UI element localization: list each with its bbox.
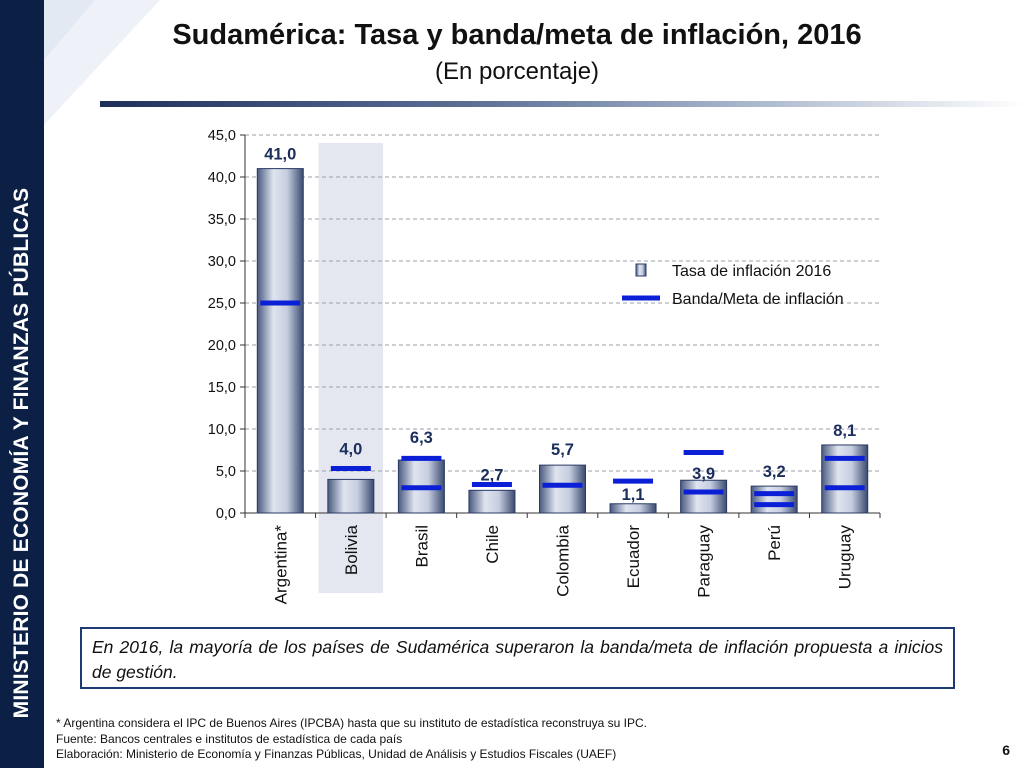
y-tick-label: 30,0 (208, 254, 236, 270)
bar-uruguay (821, 444, 869, 514)
bar-paraguay (680, 479, 728, 514)
legend-swatch-bar (635, 263, 647, 277)
bar-bolivia (327, 478, 375, 514)
page-number: 6 (1002, 742, 1010, 758)
x-label-paraguay: Paraguay (695, 525, 714, 598)
data-label-ecuador: 1,1 (622, 486, 645, 504)
y-tick-label: 40,0 (208, 170, 236, 186)
data-label-peru: 3,2 (763, 463, 786, 481)
footnote-argentina: * Argentina considera el IPC de Buenos A… (56, 716, 647, 730)
legend-label-marker: Banda/Meta de inflación (672, 291, 844, 308)
x-label-peru: Perú (765, 525, 784, 561)
y-tick-label: 0,0 (216, 506, 236, 522)
x-label-ecuador: Ecuador (624, 525, 643, 589)
y-tick-label: 15,0 (208, 380, 236, 396)
bar-ecuador (609, 503, 657, 514)
y-tick-label: 10,0 (208, 422, 236, 438)
page-title: Sudamérica: Tasa y banda/meta de inflaci… (172, 19, 862, 51)
x-label-colombia: Colombia (554, 524, 573, 596)
x-label-chile: Chile (483, 525, 502, 564)
x-label-brasil: Brasil (412, 525, 431, 568)
sidebar: MINISTERIO DE ECONOMÍA Y FINANZAS PÚBLIC… (0, 0, 44, 768)
title-divider (100, 101, 1024, 107)
footnote-source: Fuente: Bancos centrales e institutos de… (56, 731, 403, 746)
x-label-bolivia: Bolivia (342, 524, 361, 575)
data-label-paraguay: 3,9 (692, 465, 715, 483)
highlight-column-bolivia (318, 143, 384, 593)
y-tick-label: 20,0 (208, 338, 236, 354)
y-tick-label: 5,0 (216, 464, 236, 480)
bar-colombia (539, 464, 586, 514)
y-tick-label: 25,0 (208, 296, 236, 312)
legend-label-bar: Tasa de inflación 2016 (672, 263, 831, 280)
bar-peru (750, 485, 798, 514)
note-text: En 2016, la mayoría de los países de Sud… (92, 637, 943, 682)
note-box: En 2016, la mayoría de los países de Sud… (80, 627, 955, 689)
y-tick-label: 45,0 (208, 128, 236, 144)
bar-chile (468, 489, 516, 514)
bar-argentina (256, 168, 304, 514)
footnote-elaboration: Elaboración: Ministerio de Economía y Fi… (56, 747, 617, 761)
page-subtitle: (En porcentaje) (434, 58, 600, 85)
data-label-argentina: 41,0 (264, 146, 296, 164)
data-label-colombia: 5,7 (551, 441, 574, 459)
footnotes: * Argentina considera el IPC de Buenos A… (56, 716, 647, 763)
y-tick-label: 35,0 (208, 212, 236, 228)
data-label-brasil: 6,3 (410, 429, 433, 447)
data-label-uruguay: 8,1 (833, 422, 856, 440)
data-label-chile: 2,7 (480, 466, 503, 484)
data-label-bolivia: 4,0 (339, 440, 362, 458)
x-label-argentina: Argentina* (271, 525, 290, 605)
x-label-uruguay: Uruguay (836, 525, 855, 590)
